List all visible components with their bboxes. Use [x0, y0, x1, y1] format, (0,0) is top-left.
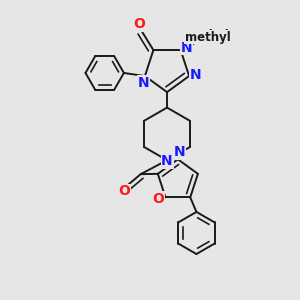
- Text: N: N: [180, 40, 192, 55]
- Text: methyl: methyl: [183, 29, 228, 42]
- Text: O: O: [118, 184, 130, 199]
- Text: N: N: [161, 154, 173, 168]
- Text: O: O: [134, 17, 146, 32]
- Text: N: N: [174, 146, 185, 160]
- Text: N: N: [138, 76, 149, 90]
- Text: N: N: [190, 68, 202, 82]
- Text: methyl: methyl: [185, 31, 230, 44]
- Text: O: O: [153, 192, 165, 206]
